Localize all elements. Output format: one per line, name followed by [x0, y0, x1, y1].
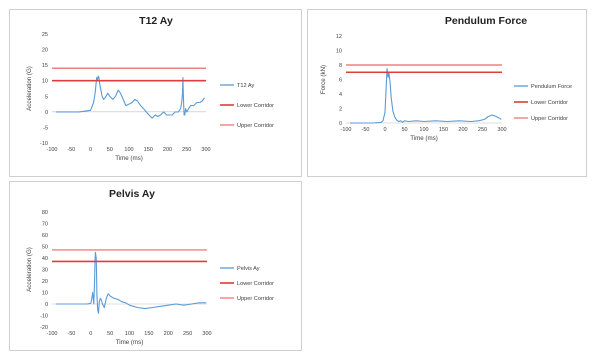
y-tick-label: 0 [45, 302, 48, 308]
chart-panel-pelvis: Pelvis Ay -20 -10 0 10 20 30 40 50 60 70 80 -100 -50 0… [9, 181, 302, 351]
y-axis-label: Acceleration (G) [26, 66, 33, 111]
y-tick-label: 8 [339, 63, 342, 69]
x-tick-label: 50 [107, 331, 113, 337]
legend-label: Pelvis Ay [237, 266, 260, 272]
y-tick-label: 4 [339, 92, 342, 98]
x-tick-label: 200 [163, 147, 172, 153]
x-tick-label: 0 [89, 147, 92, 153]
y-tick-label: -10 [40, 314, 48, 320]
y-tick-label: 12 [336, 34, 342, 40]
x-tick-label: 100 [419, 127, 428, 133]
y-tick-label: 10 [336, 49, 342, 55]
x-tick-label: 0 [89, 331, 92, 337]
legend-label: Upper Corridor [237, 123, 274, 129]
legend-label: Upper Corridor [531, 116, 568, 122]
x-tick-label: 300 [202, 331, 211, 337]
y-tick-label: 20 [42, 48, 48, 54]
y-tick-label: 15 [42, 63, 48, 69]
x-tick-label: 100 [124, 147, 133, 153]
x-axis-label: Time (ms) [115, 155, 143, 162]
x-tick-label: 50 [107, 147, 113, 153]
x-tick-label: -50 [67, 147, 75, 153]
x-tick-label: -100 [46, 147, 57, 153]
y-tick-label: 80 [42, 210, 48, 216]
x-tick-label: 150 [144, 147, 153, 153]
x-axis-label: Time (ms) [410, 135, 438, 142]
y-tick-label: 0 [339, 121, 342, 127]
x-tick-label: -100 [46, 331, 57, 337]
y-tick-label: 6 [339, 78, 342, 84]
legend-label: T12 Ay [237, 83, 255, 89]
y-tick-label: 2 [339, 107, 342, 113]
x-tick-label: 250 [182, 147, 191, 153]
y-tick-label: 0 [45, 110, 48, 116]
series-line [55, 75, 205, 119]
chart-title: Pelvis Ay [109, 188, 155, 200]
x-tick-label: 150 [439, 127, 448, 133]
y-tick-label: 25 [42, 32, 48, 38]
y-tick-label: 10 [42, 291, 48, 297]
legend-label: Pendulum Force [531, 84, 572, 90]
legend-label: Lower Corridor [531, 100, 568, 106]
chart-panel-t12: T12 Ay -10 -5 0 5 10 15 20 25 -100 -50 0 50 100 150 200… [9, 9, 302, 177]
x-axis-label: Time (ms) [116, 339, 144, 346]
chart-pendulum-force: Pendulum Force 0 2 4 6 8 10 12 -100 -50 0 50 100 150 2… [320, 15, 572, 142]
y-tick-label: -20 [40, 325, 48, 331]
y-tick-label: 5 [45, 94, 48, 100]
chart-title: Pendulum Force [445, 15, 527, 27]
chart-panel-pendulum: Pendulum Force 0 2 4 6 8 10 12 -100 -50 0 50 100 150 2… [307, 9, 587, 177]
x-tick-label: 200 [164, 331, 173, 337]
y-tick-label: 10 [42, 79, 48, 85]
x-tick-label: -50 [67, 331, 75, 337]
series-line [349, 68, 502, 124]
x-tick-label: 200 [458, 127, 467, 133]
series-line [55, 251, 207, 314]
y-tick-label: 60 [42, 233, 48, 239]
x-tick-label: 0 [383, 127, 386, 133]
x-tick-label: 300 [201, 147, 210, 153]
x-tick-label: -50 [362, 127, 370, 133]
y-tick-label: 50 [42, 245, 48, 251]
y-tick-label: 40 [42, 256, 48, 262]
legend-label: Lower Corridor [237, 103, 274, 109]
y-tick-label: 70 [42, 222, 48, 228]
x-tick-label: 250 [183, 331, 192, 337]
chart-title: T12 Ay [139, 15, 173, 27]
x-tick-label: 50 [401, 127, 407, 133]
legend-label: Upper Corridor [237, 296, 274, 302]
x-tick-label: 150 [144, 331, 153, 337]
x-tick-label: 100 [125, 331, 134, 337]
y-axis-label: Force (kN) [320, 65, 327, 94]
y-tick-label: 30 [42, 268, 48, 274]
x-tick-label: -100 [340, 127, 351, 133]
y-tick-label: -5 [43, 125, 48, 131]
y-axis-label: Acceleration (G) [26, 247, 33, 292]
y-tick-label: 20 [42, 279, 48, 285]
y-tick-label: -10 [40, 141, 48, 147]
x-tick-label: 300 [497, 127, 506, 133]
legend-label: Lower Corridor [237, 281, 274, 287]
x-tick-label: 250 [478, 127, 487, 133]
